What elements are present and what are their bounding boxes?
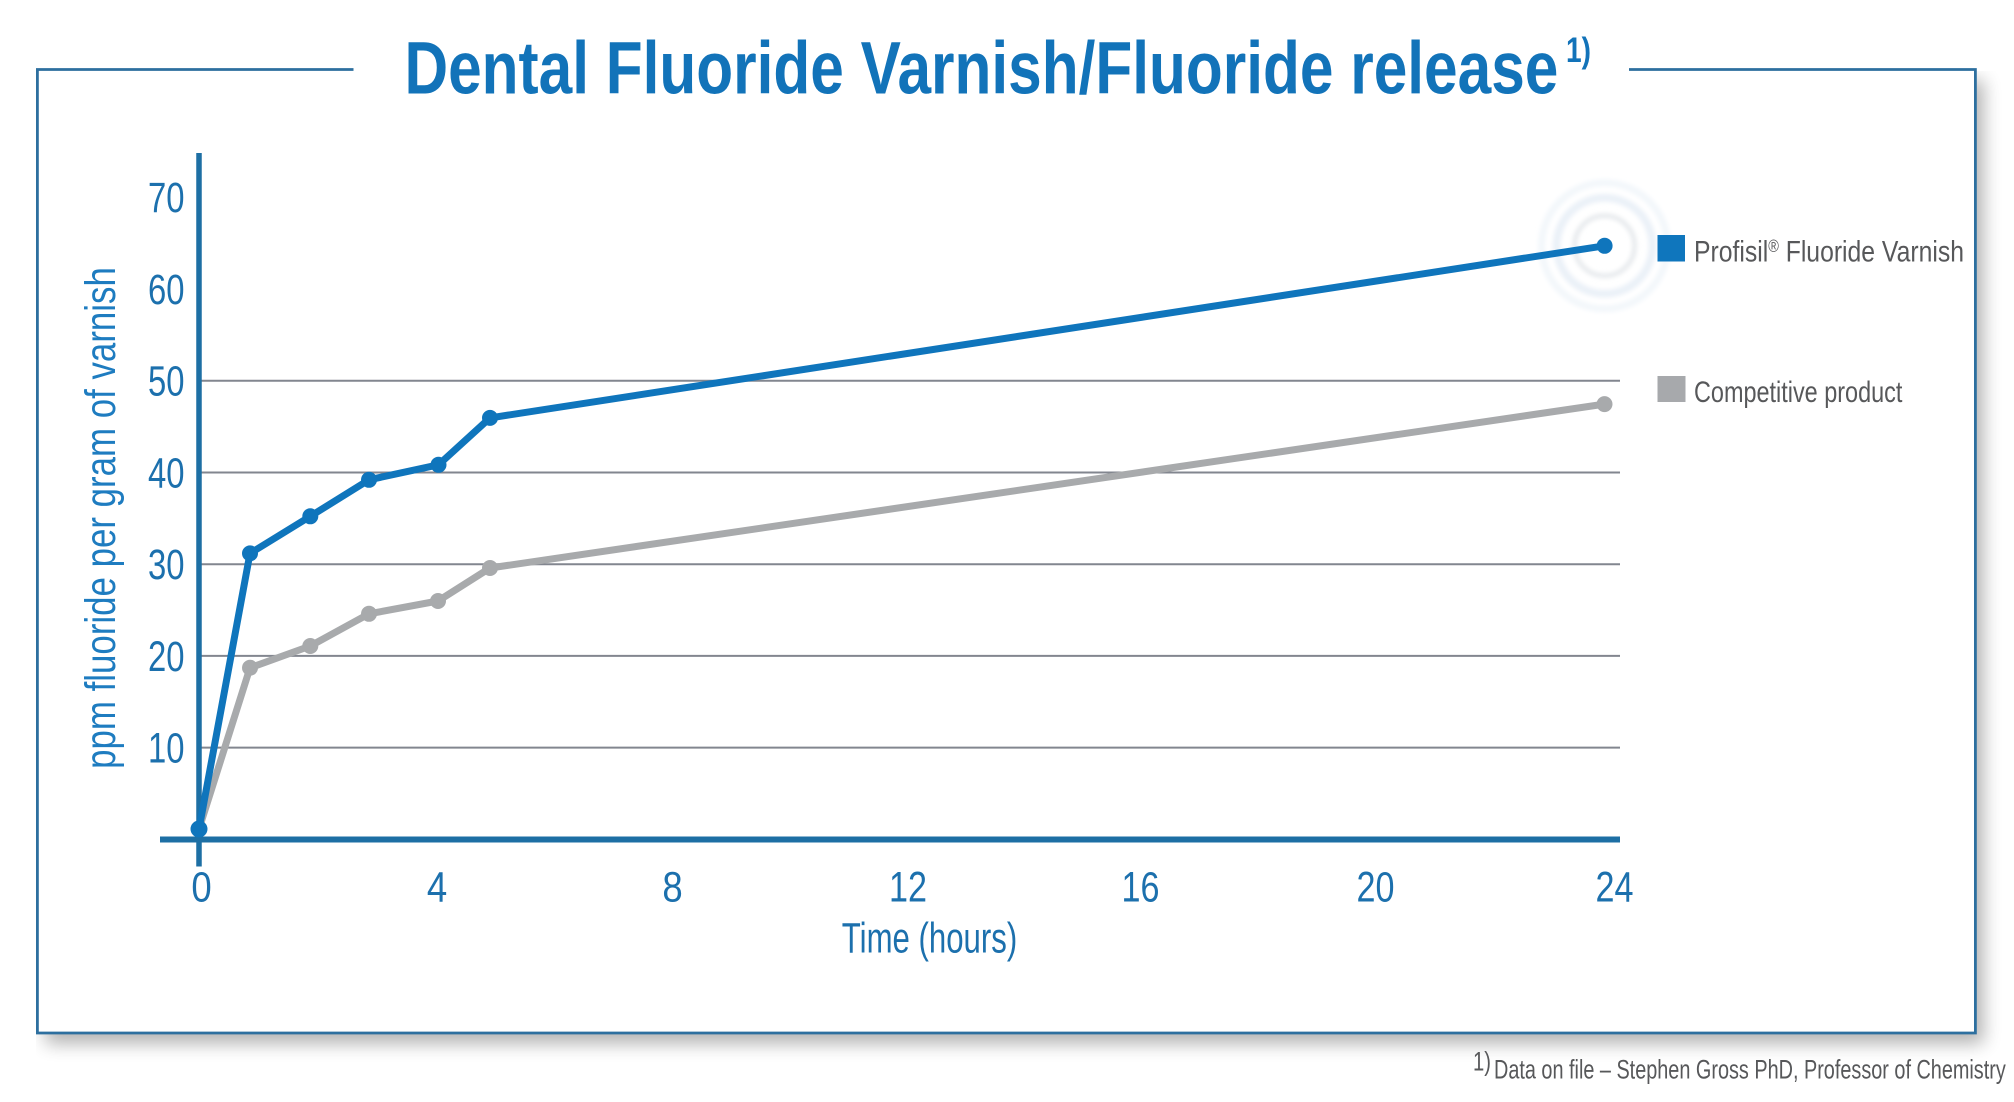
svg-text:8: 8 [662, 864, 682, 911]
svg-text:1): 1) [1473, 1047, 1491, 1078]
svg-text:Profisil® Fluoride Varnish: Profisil® Fluoride Varnish [1694, 234, 1964, 268]
svg-text:40: 40 [148, 450, 184, 497]
svg-text:Data on file – Stephen Gross P: Data on file – Stephen Gross PhD, Profes… [1494, 1056, 2006, 1086]
svg-text:20: 20 [148, 634, 184, 681]
svg-text:4: 4 [427, 864, 447, 911]
svg-text:30: 30 [148, 542, 184, 589]
svg-text:ppm fluoride per gram of varni: ppm fluoride per gram of varnish [78, 267, 125, 769]
svg-text:1): 1) [1566, 30, 1591, 70]
svg-text:Dental Fluoride Varnish/Fluori: Dental Fluoride Varnish/Fluoride release [405, 28, 1559, 110]
svg-text:50: 50 [148, 359, 184, 406]
svg-text:24: 24 [1596, 864, 1634, 911]
svg-text:12: 12 [889, 864, 927, 911]
svg-text:16: 16 [1122, 864, 1160, 911]
svg-text:70: 70 [148, 175, 184, 222]
svg-text:20: 20 [1357, 864, 1395, 911]
svg-text:Time (hours): Time (hours) [842, 914, 1017, 962]
svg-text:10: 10 [148, 726, 184, 773]
svg-text:Competitive product: Competitive product [1694, 375, 1903, 408]
svg-text:0: 0 [191, 864, 211, 911]
svg-text:60: 60 [148, 267, 184, 314]
